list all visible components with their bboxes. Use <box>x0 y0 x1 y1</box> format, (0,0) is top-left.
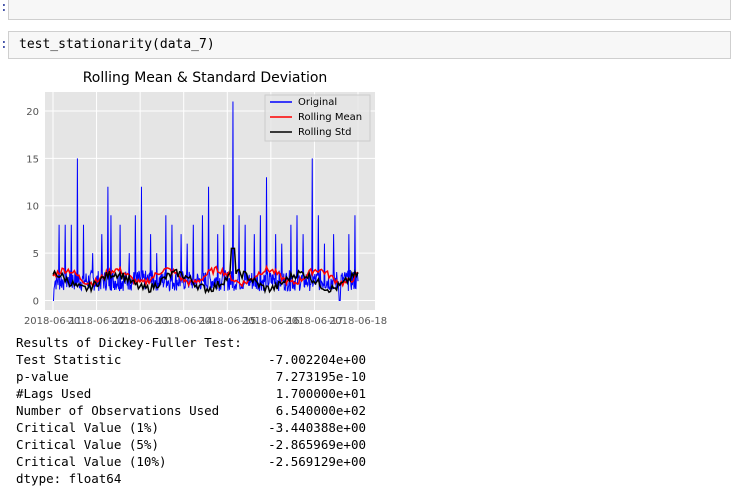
df-label: Critical Value (1%) <box>16 420 159 435</box>
df-label: #Lags Used <box>16 386 92 401</box>
df-value: 7.273195e-10 <box>275 369 366 384</box>
y-tick-label: 5 <box>33 249 39 260</box>
df-label: Critical Value (10%) <box>16 454 167 469</box>
code-cell[interactable]: test_stationarity(data_7) <box>8 31 731 59</box>
x-tick-label: 2018-06-14 <box>155 316 213 327</box>
x-tick-label: 2018-06-16 <box>242 316 300 327</box>
y-tick-label: 10 <box>26 202 39 213</box>
y-tick-label: 0 <box>33 297 39 308</box>
df-row-p-value: p-value 7.273195e-10 <box>16 368 366 385</box>
df-label: p-value <box>16 369 69 384</box>
code-text[interactable]: test_stationarity(data_7) <box>19 37 215 52</box>
series-rolling-std <box>52 247 359 295</box>
y-tick-label: 20 <box>26 107 39 118</box>
x-tick-label: 2018-06-12 <box>68 316 126 327</box>
df-value: 1.700000e+01 <box>275 386 366 401</box>
legend-label-original: Original <box>298 97 337 108</box>
df-label: Critical Value (5%) <box>16 437 159 452</box>
x-tick-label: 2018-06-18 <box>329 316 387 327</box>
rolling-stats-figure: Rolling Mean & Standard Deviation 0 5 10 15… <box>0 62 400 332</box>
df-dtype: dtype: float64 <box>16 471 122 486</box>
data-lines <box>52 101 359 302</box>
prompt-marker: : <box>0 37 8 52</box>
x-tick-label: 2018-06-11 <box>24 316 82 327</box>
df-label: Number of Observations Used <box>16 403 220 418</box>
df-value: -3.440388e+00 <box>268 420 366 435</box>
df-row-test-statistic: Test Statistic -7.002204e+00 <box>16 351 366 368</box>
df-value: -2.865969e+00 <box>268 437 366 452</box>
x-tick-label: 2018-06-17 <box>285 316 343 327</box>
chart-title: Rolling Mean & Standard Deviation <box>83 70 328 86</box>
y-tick-label: 15 <box>26 154 39 165</box>
df-header: Results of Dickey-Fuller Test: <box>16 335 242 350</box>
prompt-marker-prev: : <box>0 0 8 15</box>
x-tick-label: 2018-06-15 <box>198 316 256 327</box>
x-tick-label: 2018-06-13 <box>111 316 169 327</box>
df-label: Test Statistic <box>16 352 122 367</box>
df-row-observations: Number of Observations Used 6.540000e+02 <box>16 402 366 419</box>
previous-code-cell[interactable] <box>8 0 731 20</box>
dickey-fuller-output: Results of Dickey-Fuller Test: Test Stati… <box>16 334 366 487</box>
legend-label-rolling-std: Rolling Std <box>298 127 351 138</box>
df-row-critical-10: Critical Value (10%) -2.569129e+00 <box>16 453 366 470</box>
df-row-critical-5: Critical Value (5%) -2.865969e+00 <box>16 436 366 453</box>
df-value: -7.002204e+00 <box>268 352 366 367</box>
legend-label-rolling-mean: Rolling Mean <box>298 112 362 123</box>
df-row-critical-1: Critical Value (1%) -3.440388e+00 <box>16 419 366 436</box>
df-value: 6.540000e+02 <box>275 403 366 418</box>
rolling-stats-chart: Rolling Mean & Standard Deviation 0 5 10 15… <box>24 70 387 327</box>
series-original <box>53 101 359 302</box>
df-row-lags-used: #Lags Used 1.700000e+01 <box>16 385 366 402</box>
df-value: -2.569129e+00 <box>268 454 366 469</box>
legend: Original Rolling Mean Rolling Std <box>264 94 371 142</box>
axis-ticks: 051015202018-06-112018-06-122018-06-1320… <box>24 107 387 327</box>
